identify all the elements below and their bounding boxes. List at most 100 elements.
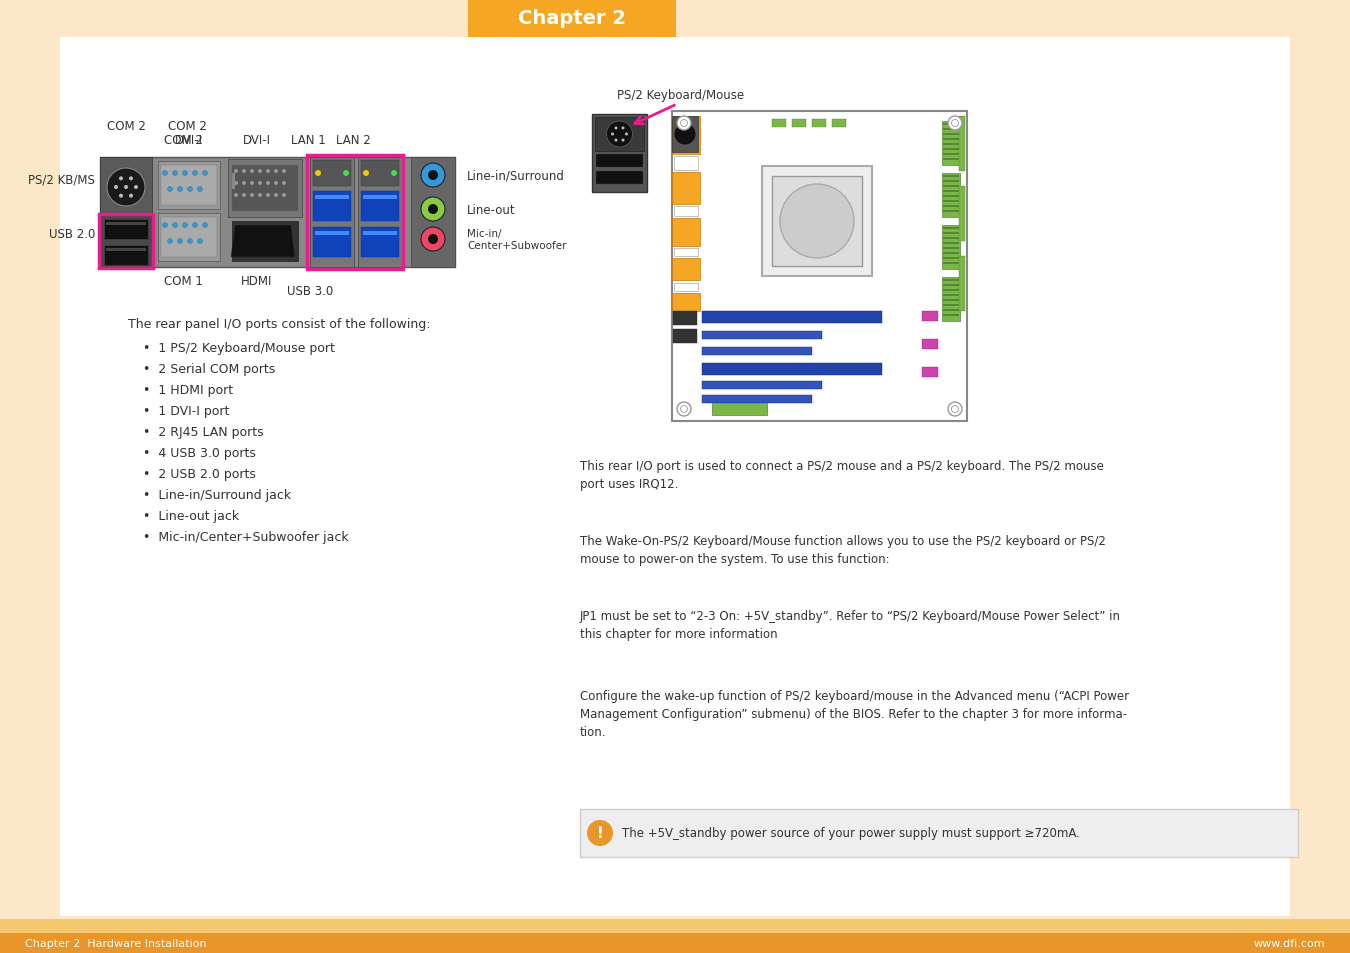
Circle shape: [167, 239, 173, 244]
Circle shape: [676, 402, 691, 416]
Circle shape: [124, 186, 128, 190]
Bar: [942, 226, 960, 270]
Text: Chapter 2  Hardware Installation: Chapter 2 Hardware Installation: [26, 938, 207, 948]
Circle shape: [680, 120, 687, 128]
Circle shape: [680, 406, 687, 413]
Text: •  Mic-in/Center+Subwoofer jack: • Mic-in/Center+Subwoofer jack: [143, 531, 348, 543]
Bar: [595, 154, 643, 168]
Bar: [107, 249, 146, 252]
Text: •  1 HDMI port: • 1 HDMI port: [143, 384, 234, 396]
Text: DVI-I: DVI-I: [243, 133, 271, 147]
Bar: [811, 120, 826, 128]
Circle shape: [197, 188, 202, 193]
Text: •  2 USB 2.0 ports: • 2 USB 2.0 ports: [143, 468, 256, 480]
Circle shape: [780, 185, 855, 258]
Text: LAN 1: LAN 1: [290, 133, 325, 147]
Circle shape: [188, 239, 193, 244]
Bar: [674, 249, 698, 256]
Text: COM 2: COM 2: [167, 119, 207, 132]
Bar: [958, 256, 965, 312]
Circle shape: [182, 223, 188, 229]
Circle shape: [421, 198, 446, 222]
Text: www.dfi.com: www.dfi.com: [1253, 938, 1324, 948]
Text: COM 2: COM 2: [107, 119, 146, 132]
Bar: [942, 122, 960, 166]
Circle shape: [167, 188, 173, 193]
Bar: [358, 158, 402, 268]
Bar: [944, 201, 958, 203]
Text: •  1 PS/2 Keyboard/Mouse port: • 1 PS/2 Keyboard/Mouse port: [143, 341, 335, 355]
Circle shape: [107, 169, 144, 207]
Text: •  4 USB 3.0 ports: • 4 USB 3.0 ports: [143, 447, 256, 459]
Text: •  Line-out jack: • Line-out jack: [143, 510, 239, 522]
Bar: [672, 258, 701, 281]
Bar: [944, 195, 958, 198]
Bar: [944, 248, 958, 250]
Bar: [702, 348, 811, 355]
Bar: [922, 339, 938, 350]
Bar: [944, 233, 958, 234]
Bar: [313, 161, 351, 187]
Bar: [306, 156, 404, 270]
Circle shape: [119, 194, 123, 198]
Circle shape: [674, 124, 697, 146]
Bar: [944, 263, 958, 265]
Bar: [944, 211, 958, 213]
Bar: [944, 310, 958, 312]
Bar: [315, 232, 350, 235]
Bar: [944, 290, 958, 292]
Circle shape: [392, 171, 397, 177]
Circle shape: [193, 223, 197, 229]
Bar: [674, 207, 698, 216]
Circle shape: [130, 194, 134, 198]
Text: The Wake-On-PS/2 Keyboard/Mouse function allows you to use the PS/2 keyboard or : The Wake-On-PS/2 Keyboard/Mouse function…: [580, 535, 1106, 565]
Text: JP1 must be set to “2-3 On: +5V_standby”. Refer to “PS/2 Keyboard/Mouse Power Se: JP1 must be set to “2-3 On: +5V_standby”…: [580, 609, 1120, 640]
Bar: [315, 195, 350, 200]
Circle shape: [606, 122, 633, 148]
Circle shape: [173, 172, 177, 176]
Circle shape: [197, 239, 202, 244]
Bar: [944, 133, 958, 136]
Bar: [313, 192, 351, 222]
Circle shape: [952, 120, 958, 128]
Bar: [832, 120, 846, 128]
Bar: [360, 192, 400, 222]
Text: Mic-in/
Center+Subwoofer: Mic-in/ Center+Subwoofer: [467, 229, 567, 251]
Bar: [232, 222, 298, 262]
Circle shape: [625, 133, 628, 136]
Bar: [944, 314, 958, 316]
Circle shape: [258, 193, 262, 198]
Circle shape: [363, 171, 369, 177]
Circle shape: [315, 171, 321, 177]
Circle shape: [202, 223, 208, 229]
Bar: [232, 173, 235, 190]
Bar: [674, 157, 698, 171]
Bar: [104, 246, 148, 266]
Circle shape: [952, 406, 958, 413]
Text: •  1 DVI-I port: • 1 DVI-I port: [143, 405, 230, 417]
Circle shape: [274, 170, 278, 173]
Circle shape: [266, 182, 270, 186]
Bar: [593, 115, 647, 193]
Bar: [944, 280, 958, 282]
Bar: [310, 158, 354, 268]
Circle shape: [234, 182, 238, 186]
Circle shape: [614, 128, 617, 131]
Circle shape: [282, 170, 286, 173]
Bar: [672, 117, 698, 152]
Bar: [702, 364, 882, 375]
Circle shape: [282, 182, 286, 186]
Bar: [0, 919, 1350, 953]
Text: HDMI: HDMI: [242, 275, 273, 288]
Bar: [772, 120, 786, 128]
Bar: [363, 232, 397, 235]
Bar: [468, 0, 676, 38]
Circle shape: [130, 177, 134, 181]
Circle shape: [421, 228, 446, 252]
Circle shape: [258, 182, 262, 186]
Bar: [672, 117, 701, 154]
Bar: [410, 158, 455, 268]
Text: Chapter 2: Chapter 2: [518, 10, 626, 29]
Circle shape: [428, 234, 437, 245]
Bar: [100, 215, 153, 268]
